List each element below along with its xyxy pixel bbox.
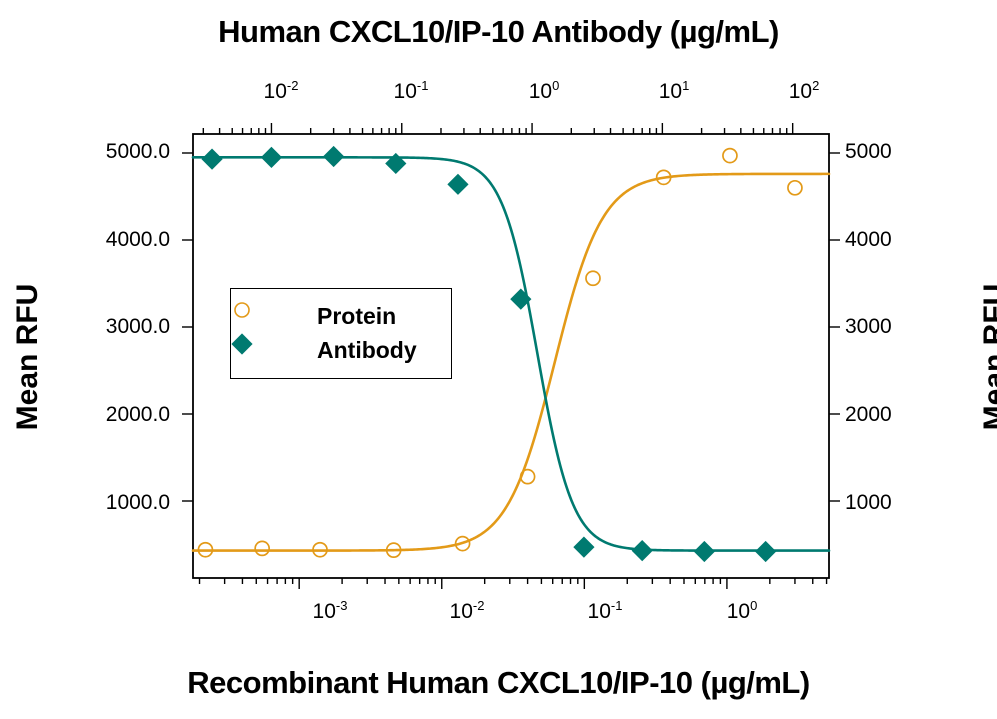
right-tick-label-1000: 1000 [845,491,892,514]
fit-curves [191,156,831,552]
legend-item-antibody: Antibody [231,333,453,367]
legend-label-antibody: Antibody [317,336,417,363]
left-tick-label-4000: 4000.0 [105,228,170,251]
bottom-tick-label-0: 10-3 [312,598,348,623]
bottom-tick-label-1: 10-2 [449,598,485,623]
top-tick-label-2: 100 [528,78,560,103]
top-tick-label-3: 101 [658,78,690,103]
right-axis-ticks [829,152,840,502]
bottom-axis-title: Recombinant Human CXCL10/IP-10 (µg/mL) [187,665,810,700]
right-tick-label-4000: 4000 [845,228,892,251]
bottom-tick-label-2: 10-1 [587,598,623,623]
top-tick-label-0: 10-2 [263,78,299,103]
left-tick-label-2000: 2000.0 [105,403,170,426]
bottom-tick-label-3: 100 [726,598,758,623]
legend-label-protein: Protein [317,302,397,329]
top-axis-ticks [202,123,794,134]
top-axis-title: Human CXCL10/IP-10 Antibody (µg/mL) [218,14,779,49]
top-tick-label-1: 10-1 [393,78,429,103]
left-tick-label-1000: 1000.0 [105,491,170,514]
bottom-axis-ticks [198,578,828,589]
top-tick-label-4: 102 [788,78,820,103]
legend-item-protein: Protein [231,299,453,333]
left-axis-ticks [182,152,193,502]
left-tick-label-5000: 5000.0 [105,140,170,163]
right-tick-label-3000: 3000 [845,315,892,338]
legend: Protein Antibody [230,288,452,379]
right-tick-label-5000: 5000 [845,140,892,163]
right-tick-label-2000: 2000 [845,403,892,426]
axis-frame [192,133,830,579]
left-tick-label-3000: 3000.0 [105,315,170,338]
